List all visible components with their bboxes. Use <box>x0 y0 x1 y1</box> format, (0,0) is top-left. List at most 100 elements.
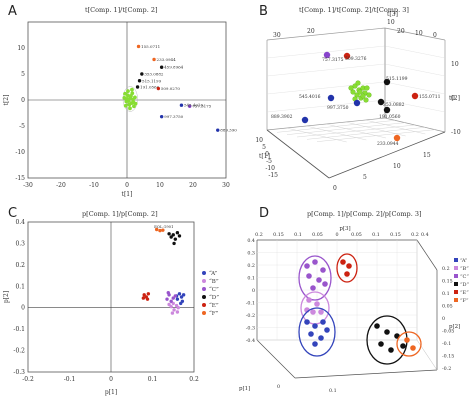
data-point <box>411 92 419 100</box>
point-label: 889.3902 <box>271 114 293 120</box>
box-edge <box>384 27 446 41</box>
data-point <box>173 237 178 241</box>
tick-label: 0.15 <box>273 232 284 238</box>
data-point <box>316 277 322 283</box>
data-point <box>310 309 316 315</box>
data-point <box>179 295 184 299</box>
legend-marker <box>202 271 206 275</box>
legend-label: “D” <box>460 281 470 288</box>
data-point <box>176 306 180 310</box>
data-point <box>133 101 138 106</box>
tick-label: 0.4 <box>247 238 255 244</box>
x-tick-label: 0 <box>125 182 129 189</box>
point-label: 889.3902 <box>220 128 237 133</box>
axis-label: t[2] <box>449 95 460 102</box>
legend-marker <box>202 295 206 299</box>
point-label: 191.0560 <box>379 114 401 120</box>
legend-label: “F” <box>209 310 219 317</box>
data-point <box>154 227 159 232</box>
data-point <box>304 319 310 325</box>
data-point <box>363 97 369 103</box>
x-tick-label: -10 <box>89 182 99 189</box>
axis-label: t[3] <box>387 11 398 18</box>
legend-label: “C” <box>460 273 469 280</box>
tick-label: -0.4 <box>246 338 255 344</box>
data-point <box>146 292 151 296</box>
legend-marker <box>202 311 206 315</box>
box-edge <box>294 369 438 379</box>
tick-label: 0.1 <box>294 232 302 238</box>
data-point <box>410 345 416 351</box>
x-tick-label: 20 <box>189 182 197 189</box>
tick-label: 0.2 <box>442 266 450 272</box>
y-tick-label: 0 <box>21 97 25 104</box>
panel-letter: D <box>259 206 270 221</box>
legend-label: “A” <box>460 257 468 264</box>
x-tick-label: -20 <box>56 182 66 189</box>
legend-label: “F” <box>460 297 469 304</box>
panel-letter: B <box>259 4 268 19</box>
data-point <box>125 97 129 101</box>
data-point <box>188 104 192 108</box>
tick-label: 30 <box>273 32 281 39</box>
axis-line <box>328 131 446 179</box>
tick-label: 0.3 <box>247 251 255 257</box>
box-edge <box>266 27 386 41</box>
tick-label: -0.15 <box>442 354 454 360</box>
panel-b: B t[Comp. 1]/t[Comp. 2]/t[Comp. 3] 30 20 2… <box>237 0 474 200</box>
data-point <box>140 72 144 76</box>
tick-label: -0.3 <box>246 326 255 332</box>
point-label: 233.0944 <box>157 57 177 62</box>
x-tick-label: 0.1 <box>148 376 158 383</box>
legend-label: “E” <box>460 289 469 296</box>
grid-line <box>384 99 446 113</box>
data-point <box>175 297 180 301</box>
axis-label: p[2] <box>449 324 460 330</box>
y-tick-label: -5 <box>19 123 25 130</box>
point-label: 757.3175 <box>192 104 212 109</box>
data-point <box>177 292 182 296</box>
tick-label: 10 <box>451 61 459 68</box>
axis-label: p[1] <box>239 386 250 392</box>
data-point <box>340 259 346 265</box>
data-point <box>171 233 175 237</box>
tick-label: 0 <box>442 316 445 322</box>
data-point <box>175 310 180 314</box>
tick-label: 0 <box>433 32 437 39</box>
y-tick-label: -10 <box>15 149 25 156</box>
scatter-plot-a: -30 -20 -10 0 10 20 30 -15 -10 -5 0 5 10 t[1] t[2] 155.… <box>3 21 237 198</box>
point-label: 757.3175 <box>322 57 344 63</box>
tick-label: 0.05 <box>442 304 453 310</box>
point-label: 997.3750 <box>164 114 184 119</box>
data-point <box>327 94 335 102</box>
data-point <box>312 341 318 347</box>
data-point <box>159 65 164 69</box>
tick-label: 0.1 <box>442 291 450 297</box>
grid-line <box>384 63 446 77</box>
data-point <box>177 234 182 238</box>
data-point <box>128 106 132 111</box>
point-label: 545.4016 <box>184 103 204 108</box>
tick-label: 0.1 <box>372 232 380 238</box>
data-point <box>171 296 175 300</box>
data-point <box>353 99 361 107</box>
tick-label: 10 <box>393 163 401 170</box>
panel-letter: C <box>8 206 18 221</box>
y-tick-label: 0 <box>21 305 25 312</box>
data-point <box>145 297 150 301</box>
data-point <box>181 293 186 297</box>
legend-marker <box>454 266 458 270</box>
data-point <box>166 291 170 295</box>
x-tick-label: 30 <box>222 182 230 189</box>
tick-label: 0.2 <box>255 232 263 238</box>
panel-a: A t[Comp. 1]/t[Comp. 2] -30 -20 -10 0 10 20 30… <box>0 0 237 200</box>
legend-marker <box>202 287 206 291</box>
data-point <box>161 228 165 232</box>
chart-title: t[Comp. 1]/t[Comp. 2]/t[Comp. 3] <box>299 6 409 14</box>
data-point <box>306 273 312 279</box>
y-tick-label: 5 <box>21 71 25 78</box>
chart-title: p[Comp. 1]/p[Comp. 2]/p[Comp. 3] <box>307 210 422 218</box>
legend-marker <box>454 282 458 286</box>
data-point <box>135 85 140 89</box>
data-point <box>123 91 127 96</box>
